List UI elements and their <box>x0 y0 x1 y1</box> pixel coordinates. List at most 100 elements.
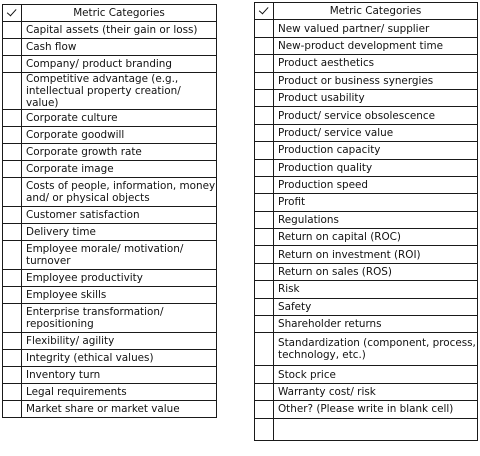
check-cell[interactable] <box>2 286 22 304</box>
check-cell[interactable] <box>254 19 274 38</box>
metric-category-cell: Production speed <box>273 175 478 195</box>
metric-category-cell: Warranty cost/ risk <box>273 382 478 402</box>
check-cell[interactable] <box>254 262 274 282</box>
check-cell[interactable] <box>2 109 22 127</box>
check-cell[interactable] <box>2 223 22 241</box>
table-row: Enterprise transformation/ repositioning <box>2 303 217 333</box>
metric-category-cell: Legal requirements <box>21 383 217 401</box>
check-cell[interactable] <box>254 417 274 441</box>
check-cell[interactable] <box>2 160 22 178</box>
metric-category-cell: Integrity (ethical values) <box>21 349 217 367</box>
check-cell[interactable] <box>2 72 22 110</box>
metric-category-cell: Costs of people, information, money and/… <box>21 177 217 207</box>
table-row: Product or business synergies <box>254 71 478 90</box>
table-row: Competitive advantage (e.g., intellectua… <box>2 72 217 110</box>
check-cell[interactable] <box>2 240 22 270</box>
metric-category-cell: Inventory turn <box>21 366 217 384</box>
table-row: Company/ product branding <box>2 55 217 73</box>
metric-category-cell: New-product development time <box>273 36 478 56</box>
table-row: Employee skills <box>2 286 217 304</box>
table-row: Standardization (component, process, tec… <box>254 332 478 367</box>
table-row: Production speed <box>254 175 478 195</box>
check-cell[interactable] <box>254 106 274 125</box>
check-cell[interactable] <box>254 245 274 264</box>
check-cell[interactable] <box>2 332 22 350</box>
check-cell[interactable] <box>2 383 22 401</box>
metric-category-cell: Employee skills <box>21 286 217 304</box>
table-row: Corporate goodwill <box>2 126 217 144</box>
check-cell[interactable] <box>254 297 274 317</box>
table-row: Market share or market value <box>2 400 217 418</box>
table-row: Shareholder returns <box>254 315 478 334</box>
metric-category-cell: Flexibility/ agility <box>21 332 217 350</box>
table-row: Production capacity <box>254 141 478 160</box>
metric-category-cell: Production quality <box>273 158 478 177</box>
check-cell[interactable] <box>254 175 274 195</box>
check-cell[interactable] <box>254 382 274 402</box>
checkmark-icon <box>6 6 17 17</box>
metric-category-cell: Product/ service obsolescence <box>273 106 478 125</box>
check-cell[interactable] <box>254 228 274 247</box>
check-cell[interactable] <box>254 365 274 384</box>
table-row: Safety <box>254 297 478 317</box>
check-cell[interactable] <box>254 332 274 367</box>
table-row: Risk <box>254 280 478 299</box>
metric-categories-table-right: Metric Categories New valued partner/ su… <box>254 1 478 441</box>
table-row: Product/ service obsolescence <box>254 106 478 125</box>
check-cell[interactable] <box>2 143 22 161</box>
table-row: Legal requirements <box>2 383 217 401</box>
check-cell[interactable] <box>2 349 22 367</box>
check-cell[interactable] <box>2 126 22 144</box>
metric-category-cell: Risk <box>273 280 478 299</box>
table-row: Stock price <box>254 365 478 384</box>
check-cell[interactable] <box>254 36 274 56</box>
check-cell[interactable] <box>254 210 274 230</box>
check-cell[interactable] <box>254 280 274 299</box>
metric-category-cell: Return on investment (ROI) <box>273 245 478 264</box>
check-column-header <box>2 4 22 22</box>
check-cell[interactable] <box>254 158 274 177</box>
metric-category-cell: Employee productivity <box>21 269 217 287</box>
table-row: Corporate growth rate <box>2 143 217 161</box>
check-cell[interactable] <box>254 315 274 334</box>
metric-category-cell: Regulations <box>273 210 478 230</box>
check-cell[interactable] <box>254 141 274 160</box>
check-cell[interactable] <box>254 123 274 143</box>
table-row: Costs of people, information, money and/… <box>2 177 217 207</box>
metric-category-cell: Product aesthetics <box>273 54 478 73</box>
table-row: Product/ service value <box>254 123 478 143</box>
metric-category-cell: Product or business synergies <box>273 71 478 90</box>
metric-category-cell: Corporate image <box>21 160 217 178</box>
check-cell[interactable] <box>2 366 22 384</box>
metric-category-cell: Company/ product branding <box>21 55 217 73</box>
check-cell[interactable] <box>2 177 22 207</box>
check-cell[interactable] <box>2 55 22 73</box>
table-row: Employee productivity <box>2 269 217 287</box>
check-cell[interactable] <box>2 269 22 287</box>
metric-category-cell: Corporate goodwill <box>21 126 217 144</box>
table-row: Cash flow <box>2 38 217 56</box>
metric-category-cell: Return on sales (ROS) <box>273 262 478 282</box>
metric-categories-header: Metric Categories <box>21 4 217 22</box>
check-cell[interactable] <box>2 206 22 224</box>
checkmark-icon <box>258 4 269 15</box>
table-row <box>254 417 478 441</box>
metric-category-cell: Profit <box>273 193 478 212</box>
check-cell[interactable] <box>2 400 22 418</box>
check-cell[interactable] <box>2 21 22 39</box>
check-cell[interactable] <box>254 71 274 90</box>
table-row: Warranty cost/ risk <box>254 382 478 402</box>
check-cell[interactable] <box>254 54 274 73</box>
metric-category-cell: Other? (Please write in blank cell) <box>273 400 478 419</box>
check-cell[interactable] <box>254 193 274 212</box>
check-cell[interactable] <box>254 400 274 419</box>
check-cell[interactable] <box>254 88 274 108</box>
metric-category-cell: Production capacity <box>273 141 478 160</box>
table-row: Return on capital (ROC) <box>254 228 478 247</box>
table-row: Capital assets (their gain or loss) <box>2 21 217 39</box>
metric-category-cell <box>273 417 478 441</box>
check-cell[interactable] <box>2 303 22 333</box>
metric-category-cell: Customer satisfaction <box>21 206 217 224</box>
metric-category-cell: Corporate culture <box>21 109 217 127</box>
check-cell[interactable] <box>2 38 22 56</box>
